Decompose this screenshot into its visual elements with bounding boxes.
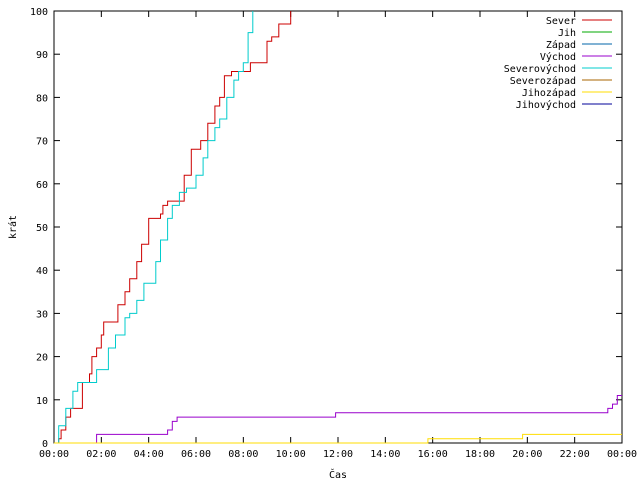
y-axis-ticks: 0 10 20 30 40 50 60 70 80 90 100 [30,7,622,450]
y-tick-label: 30 [36,309,48,320]
y-tick-label: 70 [36,137,48,148]
x-tick-label: 08:00 [228,449,258,460]
series-lines [54,11,622,444]
legend-label: Jihozápad [522,87,576,99]
series-line [54,395,622,444]
y-tick-label: 60 [36,180,48,191]
x-tick-label: 04:00 [134,449,164,460]
x-tick-label: 22:00 [560,449,590,460]
y-tick-label: 40 [36,266,48,277]
legend-label: Západ [546,39,576,51]
y-tick-label: 90 [36,50,48,61]
x-tick-label: 12:00 [323,449,353,460]
y-axis-label: krát [7,215,19,239]
legend-label: Jih [558,28,576,39]
x-tick-label: 20:00 [512,449,542,460]
x-tick-label: 10:00 [276,449,306,460]
y-tick-label: 10 [36,396,48,407]
y-tick-label: 20 [36,353,48,364]
legend-label: Sever [546,16,576,27]
x-axis-ticks: 00:00 02:00 04:00 06:00 08:00 10:00 12:00 14:00… [39,11,637,460]
x-axis-label: Čas [329,468,347,480]
x-tick-label: 06:00 [181,449,211,460]
x-tick-label: 02:00 [86,449,116,460]
legend-label: Severovýchod [504,63,576,75]
y-tick-label: 50 [36,223,48,234]
y-tick-label: 0 [42,439,48,450]
series-line [54,11,254,444]
legend: SeverJihZápadVýchodSeverovýchodSeverozáp… [504,16,612,111]
y-tick-label: 80 [36,93,48,104]
x-tick-label: 14:00 [370,449,400,460]
x-tick-label: 18:00 [465,449,495,460]
legend-label: Jihovýchod [516,99,576,111]
series-line [54,433,622,444]
y-tick-label: 100 [30,7,48,18]
legend-label: Východ [540,51,576,63]
series-line [54,11,292,444]
x-tick-label: 00:00 [39,449,69,460]
x-tick-label: 00:00 [607,449,637,460]
x-tick-label: 16:00 [418,449,448,460]
legend-label: Severozápad [510,75,576,87]
